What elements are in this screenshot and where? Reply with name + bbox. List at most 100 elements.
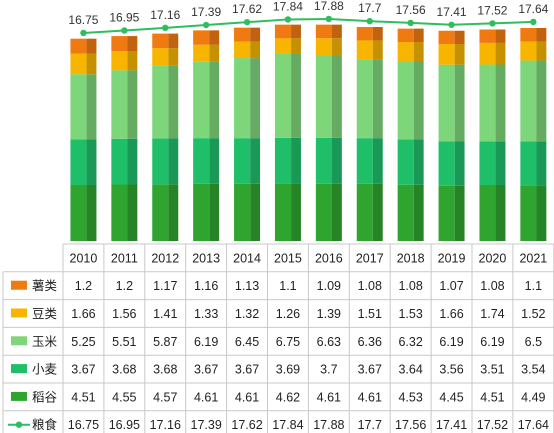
bar-side-1-2011 [127, 138, 138, 185]
table-cell-稻谷-2013: 4.61 [194, 390, 218, 404]
table-cell-小麦-2018: 3.64 [398, 363, 422, 377]
bar-side-3-2013 [209, 44, 220, 62]
table-cell-小麦-2014: 3.67 [235, 363, 259, 377]
bar-0-2021 [520, 185, 537, 241]
bar-side-0-2021 [536, 185, 547, 241]
bar-1-2019 [438, 141, 455, 186]
bar-side-4-2017 [372, 27, 383, 41]
table-cell-豆类-2016: 1.39 [317, 307, 341, 321]
table-cell-粮食-2010: 16.75 [68, 418, 99, 432]
table-cell-粮食-2014: 17.62 [231, 418, 262, 432]
table-cell-豆类-2011: 1.56 [112, 307, 136, 321]
line-point-2013 [202, 21, 210, 29]
table-cell-稻谷-2010: 4.51 [71, 390, 95, 404]
table-cell-粮食-2013: 17.39 [191, 418, 222, 432]
legend-key-薯类 [11, 280, 27, 290]
bar-1-2018 [397, 139, 414, 185]
table-cell-稻谷-2012: 4.57 [153, 390, 177, 404]
bar-side-2-2018 [413, 61, 424, 140]
table-cell-豆类-2012: 1.41 [153, 307, 177, 321]
bar-4-2017 [356, 27, 373, 41]
bar-0-2020 [479, 184, 496, 241]
bar-0-2015 [274, 183, 292, 241]
data-table: 2010 2011 2012 2013 2014 2015 2016 2017 2018 2019… [2, 243, 554, 433]
bar-2-2015 [274, 53, 292, 138]
line-data-label-2017: 17.7 [358, 1, 382, 15]
tick-label-2016: 2016 [315, 251, 343, 265]
table-cell-薯类-2021: 1.1 [525, 279, 542, 293]
table-cell-豆类-2019: 1.66 [439, 307, 463, 321]
bar-side-1-2020 [495, 141, 506, 185]
line-data-label-2012: 17.16 [150, 8, 180, 22]
bar-1-2021 [520, 141, 537, 186]
tick-label-2015: 2015 [274, 251, 302, 265]
bar-side-1-2018 [413, 139, 424, 185]
table-cell-玉米-2015: 6.75 [276, 335, 300, 349]
bar-side-0-2012 [168, 184, 179, 241]
bar-side-0-2015 [291, 183, 301, 241]
bar-side-2-2019 [454, 64, 465, 142]
line-point-2021 [530, 18, 537, 26]
bar-layer [70, 24, 547, 241]
table-cell-小麦-2017: 3.67 [358, 363, 382, 377]
table-cell-小麦-2020: 3.51 [480, 363, 504, 377]
table-cell-稻谷-2015: 4.62 [276, 390, 300, 404]
bar-2-2010 [70, 74, 87, 140]
line-data-label-2016: 17.88 [314, 0, 344, 13]
bar-side-3-2015 [291, 38, 301, 54]
tick-label-2011: 2011 [111, 251, 138, 265]
legend-key-豆类 [11, 308, 27, 318]
line-data-label-2014: 17.62 [232, 2, 262, 16]
table-cell-豆类-2010: 1.66 [71, 307, 95, 321]
table-cell-薯类-2016: 1.09 [317, 279, 341, 293]
data-label-layer: 16.75 16.95 17.16 17.39 17.62 17.84 17.88 17.7 1… [68, 0, 548, 27]
bar-3-2012 [152, 48, 169, 66]
bar-side-4-2012 [168, 33, 179, 49]
bar-side-1-2013 [209, 138, 220, 184]
table-cell-小麦-2021: 3.54 [521, 363, 545, 377]
bar-side-4-2013 [209, 30, 220, 45]
bar-side-4-2019 [454, 30, 465, 45]
bar-side-4-2010 [86, 38, 97, 54]
table-cell-粮食-2015: 17.84 [272, 418, 303, 432]
bar-side-3-2017 [372, 40, 383, 60]
tick-label-2021: 2021 [519, 251, 547, 265]
bar-4-2011 [111, 36, 128, 51]
table-cell-薯类-2010: 1.2 [75, 279, 92, 293]
line-point-2018 [407, 19, 414, 27]
tick-label-2014: 2014 [233, 251, 261, 265]
bar-side-0-2016 [331, 183, 342, 241]
line-point-2012 [162, 24, 169, 32]
bar-side-0-2019 [454, 185, 465, 241]
table-cell-玉米-2016: 6.63 [317, 335, 341, 349]
bar-0-2011 [111, 184, 128, 241]
bar-side-1-2016 [331, 137, 342, 184]
table-cell-稻谷-2018: 4.53 [398, 390, 422, 404]
bar-side-0-2017 [372, 183, 383, 241]
bar-1-2010 [70, 139, 87, 185]
table-cell-薯类-2013: 1.16 [194, 279, 218, 293]
table-cell-玉米-2018: 6.32 [398, 335, 422, 349]
line-data-label-2015: 17.84 [273, 0, 303, 13]
bar-side-2-2016 [331, 55, 342, 138]
bar-side-2-2021 [536, 60, 547, 142]
table-cell-豆类-2018: 1.53 [398, 307, 422, 321]
bar-side-3-2011 [127, 50, 138, 71]
table-cell-薯类-2019: 1.07 [439, 279, 463, 293]
bar-0-2016 [315, 183, 332, 241]
table-cell-粮食-2018: 17.56 [395, 418, 426, 432]
bar-4-2019 [438, 30, 455, 45]
bar-side-2-2012 [168, 65, 179, 139]
bar-side-2-2013 [209, 61, 220, 139]
table-cell-稻谷-2021: 4.49 [521, 390, 545, 404]
bar-4-2018 [397, 28, 414, 43]
bar-2-2014 [234, 58, 251, 139]
bar-side-1-2014 [250, 138, 261, 184]
bar-side-0-2020 [495, 184, 506, 241]
table-cell-粮食-2011: 16.95 [109, 418, 140, 432]
bar-side-2-2011 [127, 70, 138, 139]
bar-side-3-2012 [168, 48, 179, 66]
line-data-label-2021: 17.64 [518, 2, 548, 16]
bar-1-2012 [152, 138, 169, 185]
legend-label-稻谷: 稻谷 [32, 390, 58, 404]
